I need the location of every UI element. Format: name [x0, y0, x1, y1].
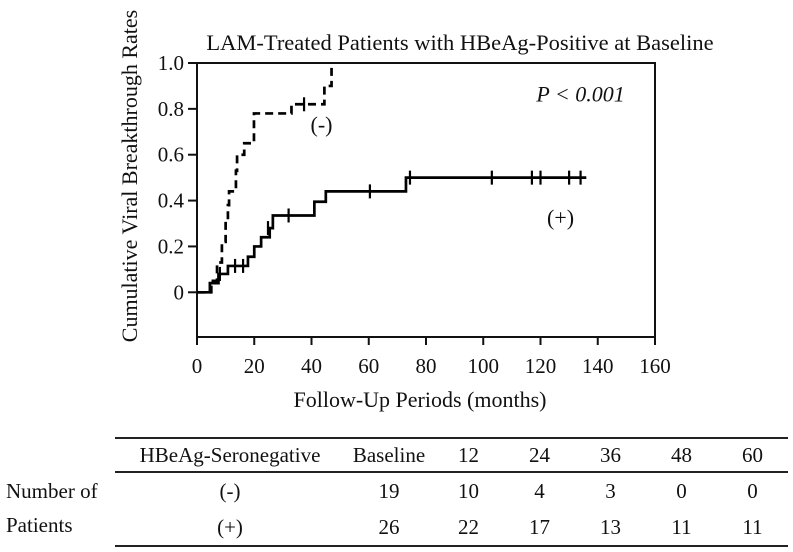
- cell-value: 26: [378, 514, 400, 539]
- x-tick-label: 20: [244, 354, 265, 378]
- x-tick-label: 80: [416, 354, 437, 378]
- cell-value: 19: [378, 478, 400, 503]
- x-tick-label: 60: [358, 354, 379, 378]
- x-tick-label: 40: [301, 354, 322, 378]
- y-tick-label: 0.4: [158, 189, 185, 213]
- x-tick-label: 160: [639, 354, 671, 378]
- y-tick-label: 0.8: [158, 97, 184, 121]
- x-tick-label: 100: [468, 354, 500, 378]
- table-row-positive: (+) 26 22 17 13 11 11: [115, 509, 788, 546]
- cell-value: 0: [676, 478, 687, 503]
- km-survival-chart: 0 20 40 60 80 100 120 140 160 0 0.2 0.4 0.6 0.8 1.0 LAM…: [117, 10, 714, 412]
- cell-value: 17: [529, 514, 550, 539]
- cell-value: 0: [747, 478, 758, 503]
- col-header-36mo: 36: [600, 442, 621, 467]
- row-group-label-line2: Patients: [6, 513, 73, 537]
- x-tick-label: 140: [582, 354, 614, 378]
- table-row-group-label: Number of Patients: [6, 474, 98, 542]
- col-header-24mo: 24: [529, 442, 550, 467]
- cell-value: 4: [534, 478, 545, 503]
- y-axis-title: Cumulative Viral Breakthrough Rates: [117, 10, 142, 342]
- cell-value: 11: [671, 514, 692, 539]
- km-curve-negative: [197, 63, 333, 294]
- col-header-12mo: 12: [458, 442, 479, 467]
- col-header-60mo: 60: [742, 442, 763, 467]
- table-row-negative: (-) 19 10 4 3 0 0: [115, 472, 788, 509]
- km-curve-positive: [197, 176, 587, 294]
- chart-title: LAM-Treated Patients with HBeAg-Positive…: [206, 30, 713, 55]
- col-header-seronegative: HBeAg-Seronegative: [139, 442, 321, 467]
- patients-at-risk-table: HBeAg-Seronegative Baseline 12 24 36 48 …: [115, 437, 788, 547]
- cell-value: 10: [458, 478, 479, 503]
- table-header-row: HBeAg-Seronegative Baseline 12 24 36 48 …: [115, 438, 788, 472]
- col-header-48mo: 48: [671, 442, 692, 467]
- series-label-negative: (-): [311, 112, 333, 137]
- x-axis-title: Follow-Up Periods (months): [294, 387, 547, 412]
- cell-value: 13: [600, 514, 621, 539]
- p-value-annotation: P < 0.001: [535, 82, 624, 107]
- cell-group: (-): [219, 478, 241, 503]
- row-group-label-line1: Number of: [6, 479, 98, 503]
- series-label-positive: (+): [547, 205, 574, 230]
- cell-value: 3: [605, 478, 616, 503]
- cell-value: 22: [458, 514, 479, 539]
- y-tick-label: 0.2: [158, 234, 184, 258]
- y-tick-label: 0: [174, 280, 185, 304]
- cell-value: 11: [742, 514, 763, 539]
- x-tick-label: 120: [525, 354, 557, 378]
- cell-group: (+): [217, 514, 243, 539]
- y-tick-label: 0.6: [158, 143, 184, 167]
- x-tick-label: 0: [192, 354, 203, 378]
- y-tick-label: 1.0: [158, 51, 184, 75]
- col-header-baseline: Baseline: [352, 442, 426, 467]
